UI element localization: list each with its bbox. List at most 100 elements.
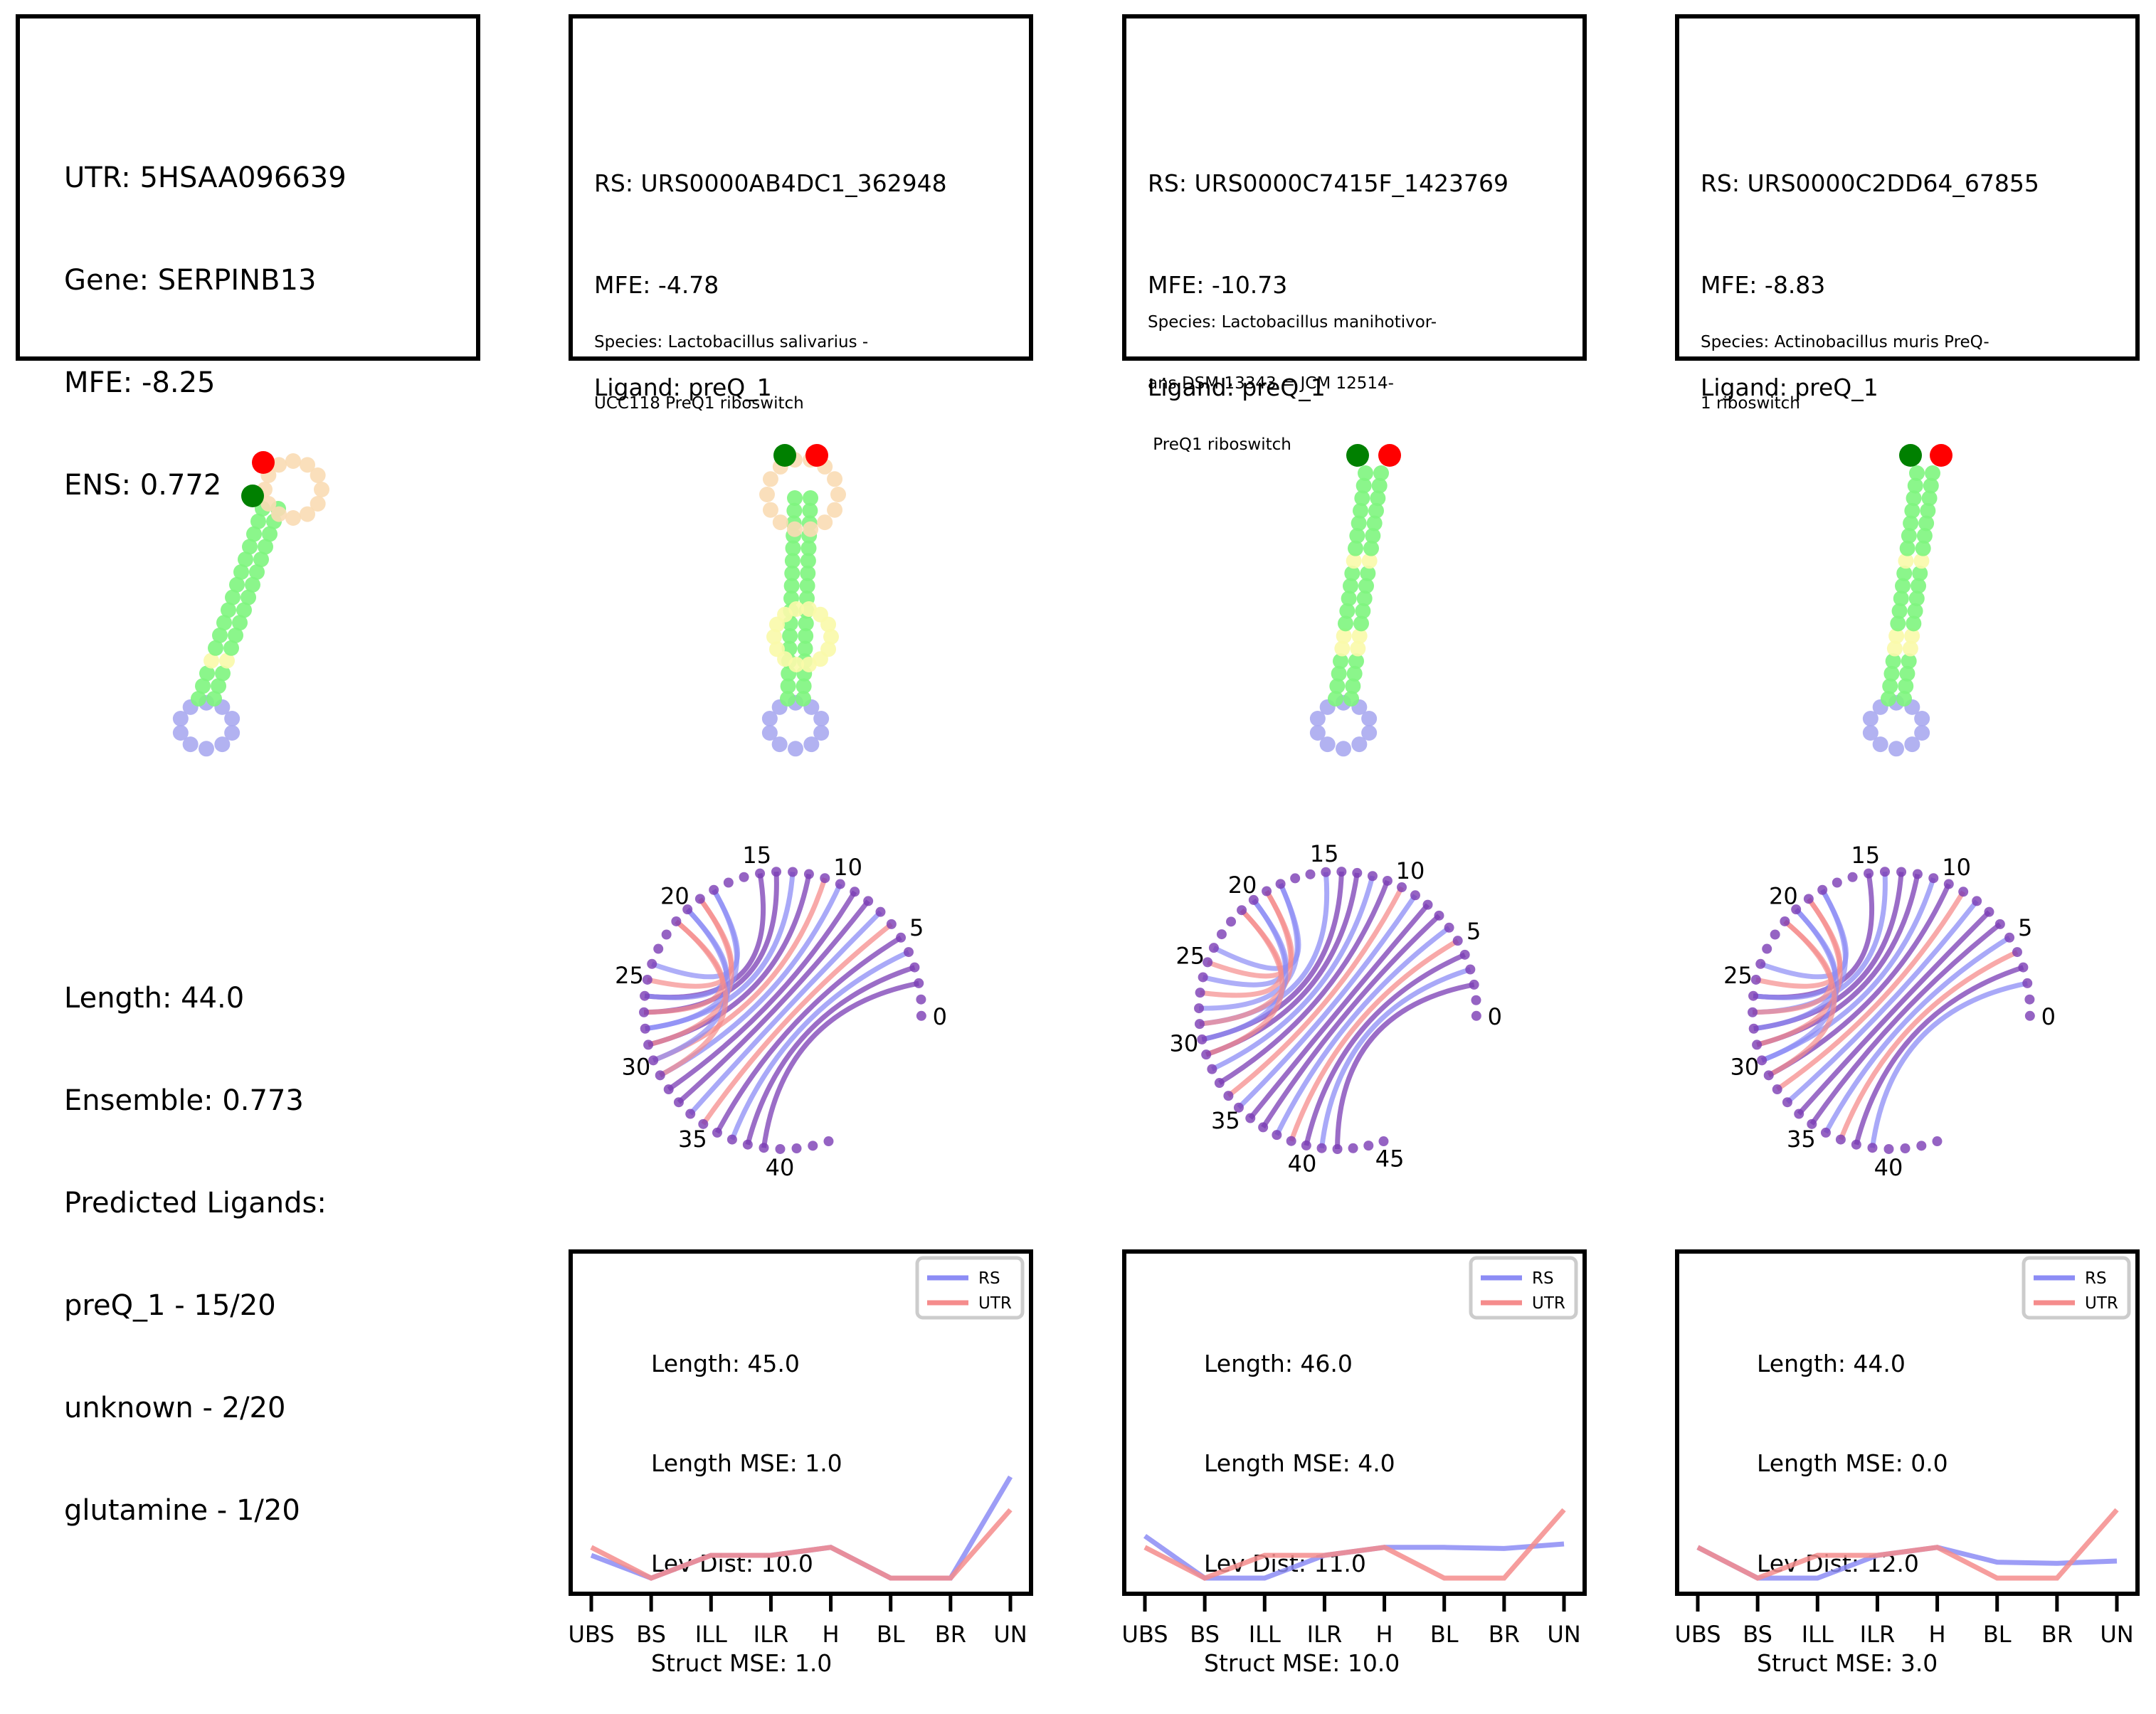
species-line: UCC118 PreQ1 riboswitch bbox=[594, 393, 804, 413]
nucleotide-dot bbox=[2024, 1010, 2035, 1021]
species-line: ans DSM 13343 = JCM 12514- bbox=[1148, 374, 1394, 393]
series-line-rs bbox=[1143, 1533, 1565, 1581]
utr-mfe-line: MFE: -8.25 bbox=[64, 366, 216, 399]
nucleotide bbox=[1904, 736, 1920, 753]
nucleotide bbox=[1862, 724, 1878, 741]
nucleotide-dot bbox=[1378, 1136, 1389, 1147]
nucleotide-dot bbox=[1807, 1118, 1817, 1129]
position-label: 40 bbox=[1874, 1154, 1903, 1181]
nucleotide-dot bbox=[1321, 867, 1331, 877]
nucleotide-dot bbox=[1258, 1122, 1269, 1133]
nucleotide-dot bbox=[1434, 910, 1444, 921]
nucleotide bbox=[796, 678, 812, 694]
nucleotide-dot bbox=[1928, 873, 1939, 884]
nucleotide bbox=[271, 506, 287, 522]
nucleotide-dot bbox=[1748, 1023, 1759, 1034]
position-label: 30 bbox=[622, 1054, 651, 1081]
nucleotide bbox=[1915, 540, 1931, 556]
nucleotide-dot bbox=[1832, 877, 1842, 888]
base-pair-arc bbox=[659, 919, 729, 1078]
base-pair-arc bbox=[701, 922, 894, 1126]
nucleotide bbox=[1309, 724, 1326, 741]
nucleotide-dot bbox=[685, 1109, 696, 1119]
end-marker bbox=[805, 444, 828, 467]
x-tick-label: UN bbox=[993, 1621, 1027, 1648]
series-line-rs bbox=[590, 1475, 1013, 1581]
nucleotide bbox=[1319, 736, 1336, 753]
nucleotide-dot bbox=[903, 947, 914, 958]
nucleotide-dot bbox=[1994, 919, 2005, 929]
nucleotide-dot bbox=[1194, 1019, 1205, 1030]
species-line: Species: Actinobacillus muris PreQ- bbox=[1701, 332, 1989, 351]
base-pair-arc bbox=[688, 910, 882, 1116]
metric-length: Length: 44.0 bbox=[1757, 1349, 1906, 1377]
position-label: 20 bbox=[660, 882, 689, 909]
base-pair-arc bbox=[1261, 914, 1441, 1129]
nucleotide bbox=[803, 521, 819, 537]
position-label: 25 bbox=[1175, 942, 1205, 969]
nucleotide-dot bbox=[1452, 936, 1463, 946]
nucleotide-dot bbox=[1290, 873, 1301, 884]
nucleotide-dot bbox=[639, 1007, 650, 1017]
nucleotide bbox=[1358, 465, 1373, 481]
nucleotide-dot bbox=[1762, 943, 1772, 954]
nucleotide bbox=[786, 521, 803, 537]
end-marker bbox=[252, 451, 275, 474]
base-pair-arc bbox=[667, 890, 857, 1091]
nucleotide-dot bbox=[2018, 962, 2029, 973]
nucleotide-dot bbox=[1916, 1141, 1927, 1151]
nucleotide bbox=[1328, 691, 1343, 707]
rs-ligand-line: Ligand: preQ_1 bbox=[594, 373, 772, 401]
x-tick-label: ILL bbox=[1249, 1621, 1281, 1648]
line-chart: UBS BS ILL ILR H BL BR UN RS UTR bbox=[568, 1256, 1027, 1648]
nucleotide-dot bbox=[1208, 943, 1219, 953]
nucleotide-dot bbox=[2024, 994, 2035, 1005]
nucleotide-dot bbox=[1471, 995, 1481, 1005]
position-label: 5 bbox=[1467, 918, 1481, 945]
legend-label: RS bbox=[978, 1269, 1000, 1288]
legend-label: UTR bbox=[978, 1294, 1012, 1313]
rs-id-line: RS: URS0000C2DD64_67855 bbox=[1701, 169, 2039, 197]
x-tick-label: ILL bbox=[1802, 1621, 1834, 1648]
nucleotide bbox=[1899, 540, 1915, 556]
nucleotide-dot bbox=[640, 1023, 650, 1034]
nucleotide bbox=[300, 457, 315, 473]
nucleotide bbox=[229, 576, 245, 593]
ensemble-line: Ensemble: 0.773 bbox=[64, 1084, 304, 1117]
base-pair-arc bbox=[1248, 903, 1430, 1120]
nucleotide-dot bbox=[647, 958, 657, 969]
nucleotide-dot bbox=[916, 994, 926, 1005]
nucleotide bbox=[1920, 502, 1936, 519]
x-tick-label: BS bbox=[636, 1621, 666, 1648]
nucleotide bbox=[1908, 591, 1925, 607]
species-text: Species: Lactobacillus salivarius - UCC1… bbox=[594, 291, 868, 455]
base-pair-arc bbox=[745, 965, 916, 1146]
base-pair-arc bbox=[1304, 952, 1467, 1146]
nucleotide-dot bbox=[1245, 1113, 1256, 1123]
species-text: Species: Actinobacillus muris PreQ- 1 ri… bbox=[1701, 291, 1989, 455]
nucleotide bbox=[798, 615, 814, 632]
species-line: Species: Lactobacillus salivarius - bbox=[594, 332, 869, 351]
nucleotide-dot bbox=[808, 1141, 818, 1151]
ens-line: ENS: 0.772 bbox=[64, 469, 222, 502]
nucleotide-dot bbox=[771, 867, 781, 877]
nucleotide-dot bbox=[663, 1084, 674, 1095]
nucleotide bbox=[1353, 502, 1368, 519]
nucleotide bbox=[1898, 678, 1914, 694]
nucleotide-dot bbox=[820, 873, 830, 884]
base-pair-arc bbox=[1289, 938, 1459, 1142]
x-tick-label: BL bbox=[877, 1621, 905, 1648]
position-label: 40 bbox=[766, 1154, 795, 1181]
nucleotide-dot bbox=[1757, 1055, 1767, 1066]
nucleotide-dot bbox=[1883, 1143, 1894, 1154]
nucleotide-dot bbox=[709, 884, 719, 895]
nucleotide-dot bbox=[1763, 1070, 1774, 1081]
nucleotide bbox=[246, 526, 262, 542]
nucleotide bbox=[204, 652, 219, 669]
nucleotide bbox=[1361, 553, 1378, 569]
nucleotide-dot bbox=[1223, 1091, 1234, 1101]
start-marker bbox=[773, 444, 796, 467]
nucleotide-dot bbox=[723, 877, 734, 888]
nucleotide-dot bbox=[1194, 1003, 1205, 1014]
nucleotide-dot bbox=[673, 1097, 684, 1108]
